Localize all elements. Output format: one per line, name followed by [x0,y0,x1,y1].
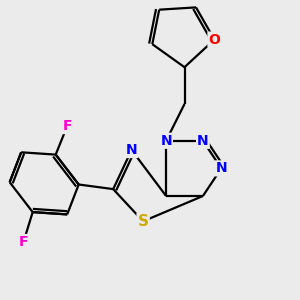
Text: S: S [138,214,148,229]
Text: F: F [19,235,28,249]
Text: O: O [208,33,220,46]
Text: N: N [215,161,227,176]
Text: F: F [62,119,72,133]
Text: N: N [126,143,137,157]
Text: N: N [197,134,209,148]
Text: N: N [160,134,172,148]
